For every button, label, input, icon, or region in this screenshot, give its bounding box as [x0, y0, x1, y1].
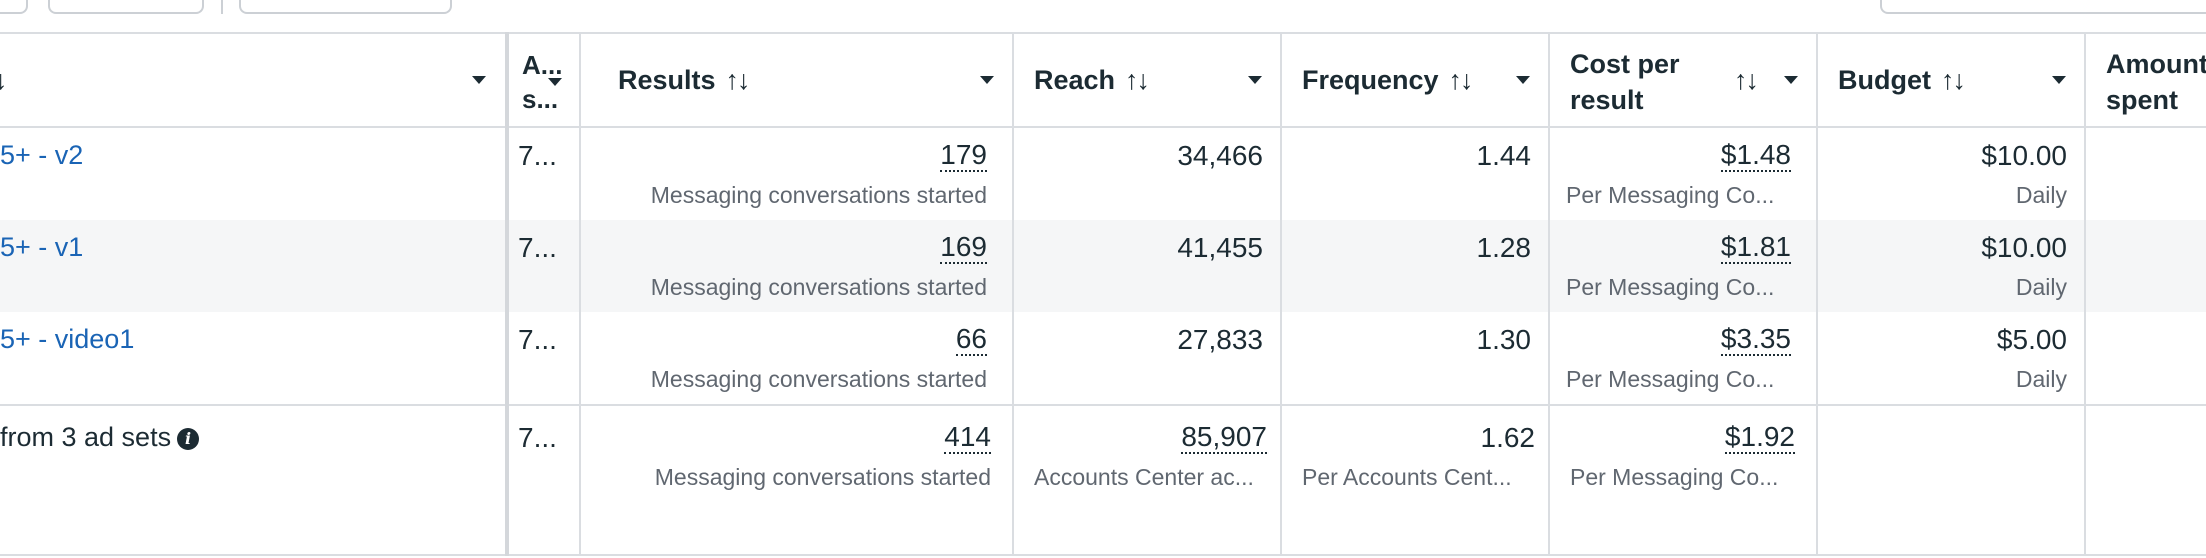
budget-subtext: Daily [2015, 182, 2067, 208]
column-divider[interactable] [1548, 32, 1550, 556]
chevron-down-icon[interactable] [1248, 76, 1262, 84]
table-row[interactable] [0, 312, 2206, 404]
table-row[interactable] [0, 128, 2206, 220]
divider [0, 554, 2206, 556]
toolbar-button-partial[interactable] [0, 0, 28, 14]
cost-per-result-subtext: Per Messaging Co... [1566, 366, 1775, 392]
abbr-cell: 7... [518, 140, 557, 171]
column-header-frequency[interactable]: Frequency ↑↓ [1302, 32, 1474, 128]
column-divider[interactable] [579, 32, 581, 556]
summary-label-text: from 3 ad sets [0, 422, 172, 452]
results-total[interactable]: 414 [944, 421, 991, 454]
column-divider[interactable] [505, 32, 509, 556]
reach-total-subtext: Accounts Center ac... [1034, 464, 1254, 490]
abbr-cell: 7... [518, 232, 557, 263]
budget-subtext: Daily [2015, 274, 2067, 300]
abbr-cell: 7... [518, 324, 557, 355]
frequency-value: 1.44 [1476, 140, 1532, 171]
toolbar-button[interactable] [48, 0, 204, 14]
cost-per-result-subtext: Per Messaging Co... [1566, 274, 1775, 300]
chevron-down-icon[interactable] [472, 76, 486, 84]
results-total-subtext: Messaging conversations started [654, 464, 991, 490]
divider [0, 126, 2206, 128]
frequency-total-subtext: Per Accounts Cent... [1302, 464, 1512, 490]
column-divider[interactable] [1280, 32, 1282, 556]
chevron-down-icon[interactable] [1784, 76, 1798, 84]
frequency-value: 1.30 [1476, 324, 1532, 355]
budget-value: $5.00 [1996, 324, 2067, 355]
cost-per-result-total[interactable]: $1.92 [1724, 421, 1795, 454]
reach-header-label: Reach [1034, 64, 1116, 95]
budget-subtext: Daily [2015, 366, 2067, 392]
reach-value: 34,466 [1177, 140, 1263, 171]
ad-sets-table: ↓ A... s... Results ↑↓ Reach ↑↓ Frequenc… [0, 32, 2206, 558]
info-icon[interactable]: i [177, 428, 200, 450]
table-row[interactable] [0, 220, 2206, 312]
chevron-down-icon[interactable] [1516, 76, 1530, 84]
frequency-value: 1.28 [1476, 232, 1532, 263]
sort-icon[interactable]: ↑↓ [1125, 64, 1150, 95]
column-header-amount-spent[interactable]: Amount spent [2106, 49, 2206, 115]
sort-icon[interactable]: ↑↓ [725, 64, 751, 95]
column-divider[interactable] [1816, 32, 1818, 556]
sort-icon[interactable]: ↑↓ [1448, 64, 1474, 95]
cost-per-result-total-subtext: Per Messaging Co... [1570, 464, 1779, 490]
reach-total[interactable]: 85,907 [1181, 421, 1267, 454]
frequency-header-label: Frequency [1302, 64, 1439, 95]
column-divider[interactable] [1012, 32, 1014, 556]
cost-per-result-value[interactable]: $1.48 [1720, 139, 1791, 172]
summary-label: from 3 ad sets i [0, 422, 200, 453]
sort-icon[interactable]: ↓ [0, 64, 8, 95]
column-header-name[interactable]: ↓ [0, 32, 8, 128]
results-value[interactable]: 169 [940, 231, 987, 264]
frequency-total: 1.62 [1480, 422, 1536, 453]
toolbar-search-partial[interactable] [1880, 0, 2206, 14]
chevron-down-icon[interactable] [2052, 76, 2066, 84]
results-subtext: Messaging conversations started [650, 366, 987, 392]
budget-header-label: Budget [1838, 64, 1931, 95]
reach-value: 41,455 [1177, 232, 1263, 263]
reach-value: 27,833 [1177, 324, 1263, 355]
cost-per-result-subtext: Per Messaging Co... [1566, 182, 1775, 208]
column-header-reach[interactable]: Reach ↑↓ [1034, 32, 1150, 128]
sort-icon[interactable]: ↑↓ [1940, 64, 1966, 95]
column-header-cost-per-result[interactable]: Cost per result [1570, 49, 1680, 115]
results-header-label: Results [618, 64, 716, 95]
ad-set-name-link[interactable]: 5+ - v2 [0, 140, 84, 170]
ad-set-name-link[interactable]: 5+ - video1 [0, 324, 135, 354]
ad-set-name-link[interactable]: 5+ - v1 [0, 232, 84, 262]
divider [0, 32, 2206, 34]
divider [0, 404, 2206, 406]
results-subtext: Messaging conversations started [650, 274, 987, 300]
results-value[interactable]: 179 [940, 139, 987, 172]
chevron-down-icon[interactable] [980, 76, 994, 84]
budget-value: $10.00 [1981, 232, 2067, 263]
toolbar-button[interactable] [239, 0, 452, 14]
sort-icon[interactable]: ↑↓ [1734, 64, 1759, 95]
results-value[interactable]: 66 [955, 323, 987, 356]
cost-per-result-value[interactable]: $3.35 [1720, 323, 1791, 356]
column-divider[interactable] [2084, 32, 2086, 556]
results-subtext: Messaging conversations started [650, 182, 987, 208]
toolbar [0, 0, 2206, 32]
toolbar-divider [221, 0, 223, 14]
chevron-down-icon[interactable] [548, 78, 562, 86]
budget-value: $10.00 [1981, 140, 2067, 171]
abbr-cell: 7... [518, 422, 557, 453]
cost-per-result-value[interactable]: $1.81 [1720, 231, 1791, 264]
column-header-budget[interactable]: Budget ↑↓ [1838, 32, 1966, 128]
column-header-abbr[interactable]: A... s... [522, 50, 563, 114]
column-header-results[interactable]: Results ↑↓ [618, 32, 751, 128]
